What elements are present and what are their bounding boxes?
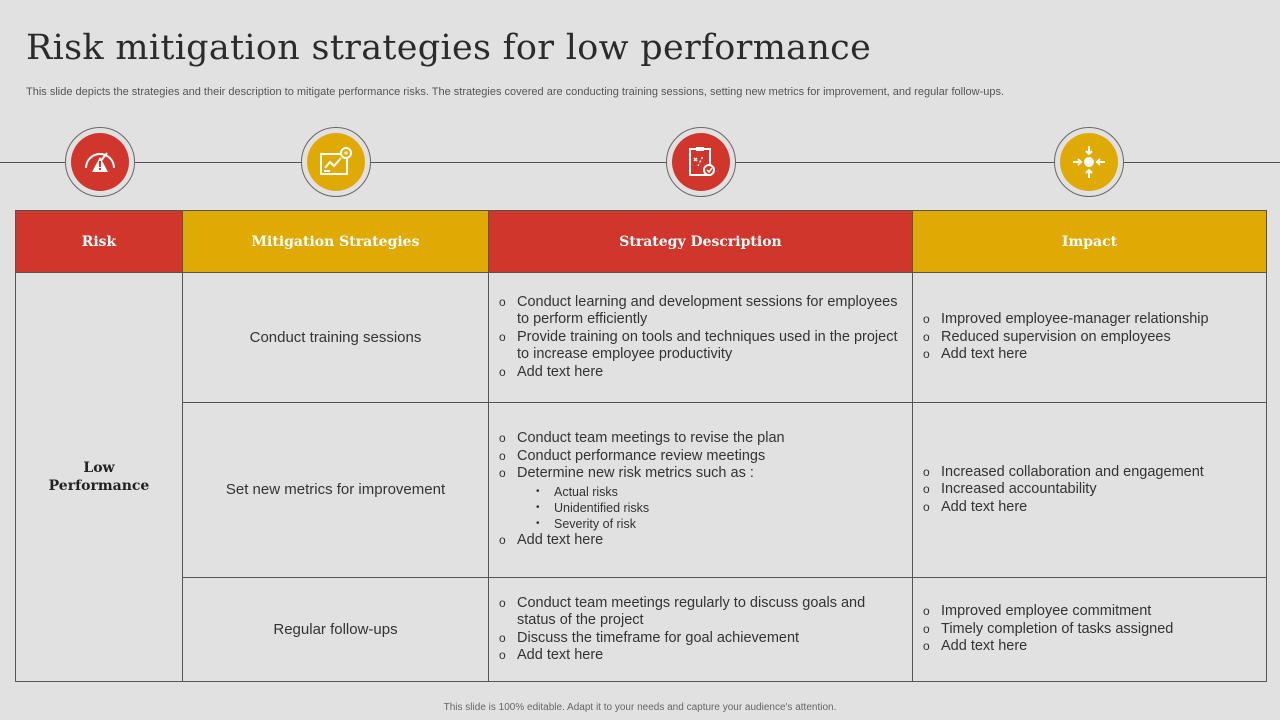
list-item: Conduct performance review meetings: [499, 448, 904, 466]
list-item: Provide training on tools and techniques…: [499, 329, 904, 364]
sub-list-item: Unidentified risks: [517, 500, 904, 516]
strategy-cell: Regular follow-ups: [182, 577, 489, 682]
list-item: Add text here: [499, 647, 904, 665]
list-item: Increased accountability: [923, 481, 1258, 499]
header-risk: Risk: [15, 210, 183, 273]
header-strategies: Mitigation Strategies: [182, 210, 489, 273]
impact-cell: Improved employee-manager relationship R…: [912, 272, 1267, 403]
icon-ring-risk: [65, 127, 135, 197]
speedometer-warning-icon: [71, 133, 129, 191]
header-impact: Impact: [912, 210, 1267, 273]
list-item: Determine new risk metrics such as : Act…: [499, 465, 904, 532]
strategy-table: Risk Mitigation Strategies Strategy Desc…: [15, 210, 1267, 682]
impact-cell: Increased collaboration and engagement I…: [912, 401, 1267, 579]
page-subtitle: This slide depicts the strategies and th…: [26, 86, 1005, 98]
table-row: Low Performance Conduct training session…: [15, 272, 1267, 682]
table-row: Regular follow-ups Conduct team meetings…: [16, 577, 1267, 682]
sub-list-item: Severity of risk: [517, 516, 904, 532]
list-item: Conduct learning and development session…: [499, 294, 904, 329]
risk-label-line1: Low: [83, 460, 115, 476]
description-cell: Conduct learning and development session…: [488, 272, 913, 403]
list-item: Add text here: [499, 532, 904, 550]
strategy-cell: Conduct training sessions: [182, 272, 489, 403]
list-item: Add text here: [923, 638, 1258, 656]
sub-list-item: Actual risks: [517, 484, 904, 500]
icon-ring-description: [666, 127, 736, 197]
icon-ring-impact: [1054, 127, 1124, 197]
list-item: Add text here: [499, 364, 904, 382]
list-item: Conduct team meetings regularly to discu…: [499, 595, 904, 630]
footer-note: This slide is 100% editable. Adapt it to…: [443, 702, 837, 713]
list-item-text: Determine new risk metrics such as :: [517, 465, 754, 482]
clipboard-search-icon: [672, 133, 730, 191]
risk-label-line2: Performance: [48, 478, 150, 494]
list-item: Add text here: [923, 346, 1258, 364]
description-cell: Conduct team meetings regularly to discu…: [488, 577, 913, 682]
list-item: Discuss the timeframe for goal achieveme…: [499, 630, 904, 648]
list-item: Timely completion of tasks assigned: [923, 621, 1258, 639]
list-item: Improved employee-manager relationship: [923, 311, 1258, 329]
list-item: Increased collaboration and engagement: [923, 464, 1258, 482]
page-title: Risk mitigation strategies for low perfo…: [26, 28, 872, 68]
header-description: Strategy Description: [488, 210, 913, 273]
strategy-cell: Set new metrics for improvement: [182, 401, 489, 579]
timeline-line: [0, 162, 1280, 163]
description-cell: Conduct team meetings to revise the plan…: [488, 401, 913, 579]
table-header-row: Risk Mitigation Strategies Strategy Desc…: [15, 210, 1267, 273]
target-arrows-icon: [1060, 133, 1118, 191]
list-item: Improved employee commitment: [923, 603, 1258, 621]
risk-cell: Low Performance: [15, 272, 183, 682]
list-item: Conduct team meetings to revise the plan: [499, 430, 904, 448]
table-row: Set new metrics for improvement Conduct …: [16, 401, 1267, 579]
list-item: Reduced supervision on employees: [923, 329, 1258, 347]
impact-cell: Improved employee commitment Timely comp…: [912, 577, 1267, 682]
icon-ring-strategy: [301, 127, 371, 197]
list-item: Add text here: [923, 499, 1258, 517]
gear-board-icon: [307, 133, 365, 191]
